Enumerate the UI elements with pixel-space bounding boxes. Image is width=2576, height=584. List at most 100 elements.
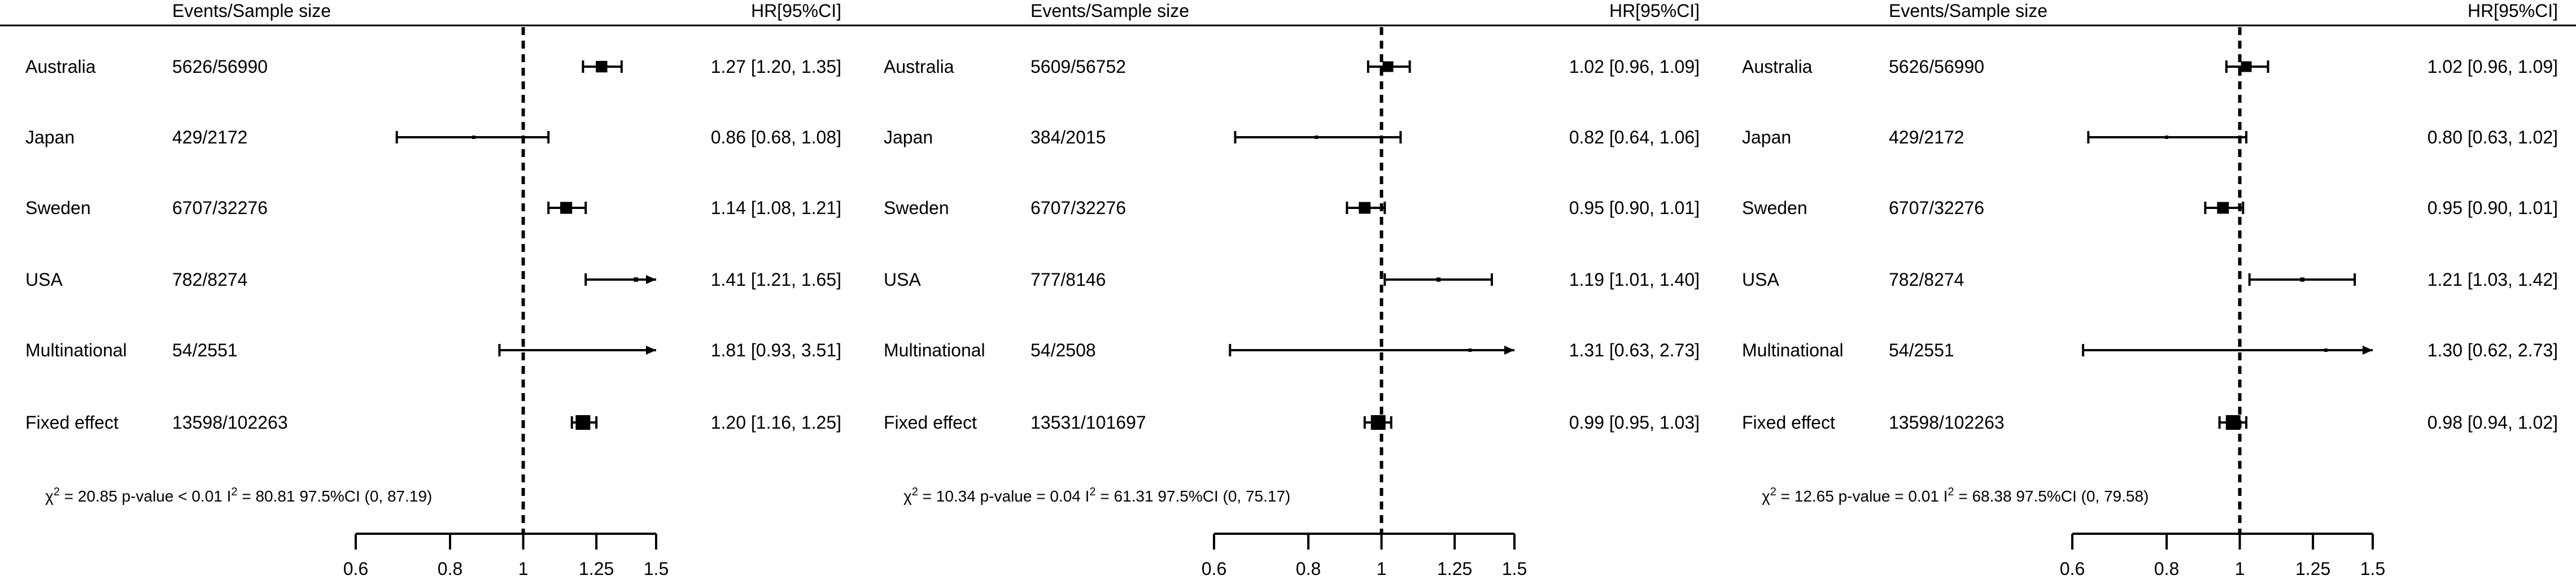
- row-events: 782/8274: [1889, 269, 1964, 290]
- heterogeneity-stats: χ2 = 10.34 p-value = 0.04 I2 = 61.31 97.…: [903, 486, 1290, 505]
- het-eq: =: [60, 487, 78, 505]
- table-row: Sweden 6707/32276 0.95 [0.90, 1.01]: [1742, 198, 2558, 218]
- row-events: 5609/56752: [1031, 56, 1126, 77]
- row-hr-text: 1.41 [1.21, 1.65]: [711, 269, 841, 290]
- chi-superscript: 2: [54, 486, 60, 498]
- i2-value: 80.81: [255, 487, 295, 505]
- row-label: Australia: [25, 56, 96, 77]
- ci-upper-arrow: [1504, 346, 1514, 355]
- sp: [117, 487, 122, 505]
- chi-symbol: χ: [1762, 487, 1770, 505]
- sp: [1154, 487, 1158, 505]
- table-row: Multinational 54/2551 1.30 [0.62, 2.73]: [1742, 340, 2558, 360]
- het-eq: =: [1776, 487, 1795, 505]
- point-estimate: [2165, 136, 2169, 139]
- point-estimate: [634, 277, 638, 282]
- row-label: Japan: [884, 127, 933, 147]
- hr-header: HR[95%CI]: [2468, 1, 2558, 21]
- x-tick-label: 0.6: [2060, 559, 2085, 579]
- ci-upper-arrow: [646, 275, 656, 284]
- chi2-value: 10.34: [936, 487, 976, 505]
- hr-header: HR[95%CI]: [1609, 1, 1700, 21]
- x-tick-label: 1: [518, 559, 529, 579]
- x-tick-label: 1: [1377, 559, 1387, 579]
- point-estimate: [472, 136, 476, 139]
- x-tick-label: 1.25: [579, 559, 614, 579]
- table-row: Japan 429/2172 0.80 [0.63, 1.02]: [1742, 127, 2558, 147]
- x-tick-label: 1.5: [644, 559, 669, 579]
- row-events: 13531/101697: [1031, 412, 1146, 433]
- i-superscript: 2: [1089, 486, 1095, 498]
- table-row: Sweden 6707/32276 1.14 [1.08, 1.21]: [25, 198, 841, 218]
- point-estimate: [1315, 136, 1318, 139]
- x-tick-label: 1.5: [1502, 559, 1527, 579]
- row-hr-text: 0.82 [0.64, 1.06]: [1569, 127, 1700, 147]
- row-label: Sweden: [25, 198, 91, 218]
- i-superscript: 2: [1948, 486, 1954, 498]
- point-estimate: [596, 60, 608, 73]
- point-estimate: [2241, 61, 2252, 72]
- het-eq: =: [1096, 487, 1114, 505]
- row-events: 13598/102263: [172, 412, 288, 433]
- row-label: Fixed effect: [884, 412, 977, 433]
- row-hr-text: 1.21 [1.03, 1.42]: [2427, 269, 2558, 290]
- i-symbol: I: [222, 487, 232, 505]
- sp: [295, 487, 300, 505]
- row-label: Fixed effect: [1742, 412, 1835, 433]
- row-hr-text: 1.02 [0.96, 1.09]: [1569, 56, 1700, 77]
- het-eq: =: [918, 487, 936, 505]
- row-events: 6707/32276: [172, 198, 268, 218]
- x-axis: 0.6 0.8 1 1.25 1.5: [343, 533, 669, 579]
- table-row: Multinational 54/2508 1.31 [0.63, 2.73]: [884, 340, 1700, 360]
- row-label: USA: [884, 269, 921, 290]
- i2-value: 68.38: [1972, 487, 2011, 505]
- row-label: Japan: [1742, 127, 1791, 147]
- het-eq: =: [238, 487, 256, 505]
- point-estimate: [1468, 348, 1472, 352]
- row-label: USA: [1742, 269, 1779, 290]
- row-events: 6707/32276: [1889, 198, 1984, 218]
- row-label: Multinational: [1742, 340, 1844, 360]
- chi-superscript: 2: [912, 486, 918, 498]
- row-events: 384/2015: [1031, 127, 1106, 147]
- i2-ci: 97.5%CI (0, 79.58): [2016, 487, 2149, 505]
- x-tick-label: 1: [2235, 559, 2245, 579]
- point-estimate: [1370, 415, 1386, 430]
- row-hr-text: 0.80 [0.63, 1.02]: [2427, 127, 2558, 147]
- i2-ci: 97.5%CI (0, 87.19): [299, 487, 432, 505]
- table-row: USA 777/8146 1.19 [1.01, 1.40]: [884, 269, 1700, 290]
- point-estimate: [1436, 277, 1441, 282]
- row-hr-text: 1.27 [1.20, 1.35]: [711, 56, 841, 77]
- row-hr-text: 0.98 [0.94, 1.02]: [2427, 412, 2558, 433]
- hr-header: HR[95%CI]: [751, 1, 841, 21]
- row-hr-text: 0.99 [0.95, 1.03]: [1569, 412, 1700, 433]
- forest-panel-2: Events/Sample size HR[95%CI] Australia 5609…: [884, 1, 1700, 579]
- x-tick-label: 0.6: [1202, 559, 1226, 579]
- x-tick-label: 0.8: [2154, 559, 2179, 579]
- x-tick-label: 0.8: [1296, 559, 1321, 579]
- events-header: Events/Sample size: [1889, 1, 2047, 21]
- x-tick-label: 0.6: [343, 559, 368, 579]
- row-hr-text: 1.20 [1.16, 1.25]: [711, 412, 841, 433]
- row-label: Australia: [884, 56, 954, 77]
- forest-panel-3: Events/Sample size HR[95%CI] Australia 5626…: [1742, 1, 2558, 579]
- i2-value: 61.31: [1114, 487, 1153, 505]
- table-row: Multinational 54/2551 1.81 [0.93, 3.51]: [25, 340, 841, 360]
- chi-symbol: χ: [903, 487, 912, 505]
- row-events: 5626/56990: [1889, 56, 1984, 77]
- point-estimate: [2217, 202, 2229, 214]
- row-events: 54/2551: [172, 340, 238, 360]
- chi-superscript: 2: [1770, 486, 1776, 498]
- row-events: 54/2551: [1889, 340, 1954, 360]
- row-hr-text: 1.31 [0.63, 2.73]: [1569, 340, 1700, 360]
- row-events: 782/8274: [172, 269, 247, 290]
- row-label: Japan: [25, 127, 75, 147]
- sp: [1834, 487, 1839, 505]
- point-estimate: [560, 202, 573, 214]
- events-header: Events/Sample size: [1031, 1, 1189, 21]
- chi2-value: 12.65: [1795, 487, 1834, 505]
- row-hr-text: 1.30 [0.62, 2.73]: [2427, 340, 2558, 360]
- row-events: 54/2508: [1031, 340, 1096, 360]
- row-label: USA: [25, 269, 63, 290]
